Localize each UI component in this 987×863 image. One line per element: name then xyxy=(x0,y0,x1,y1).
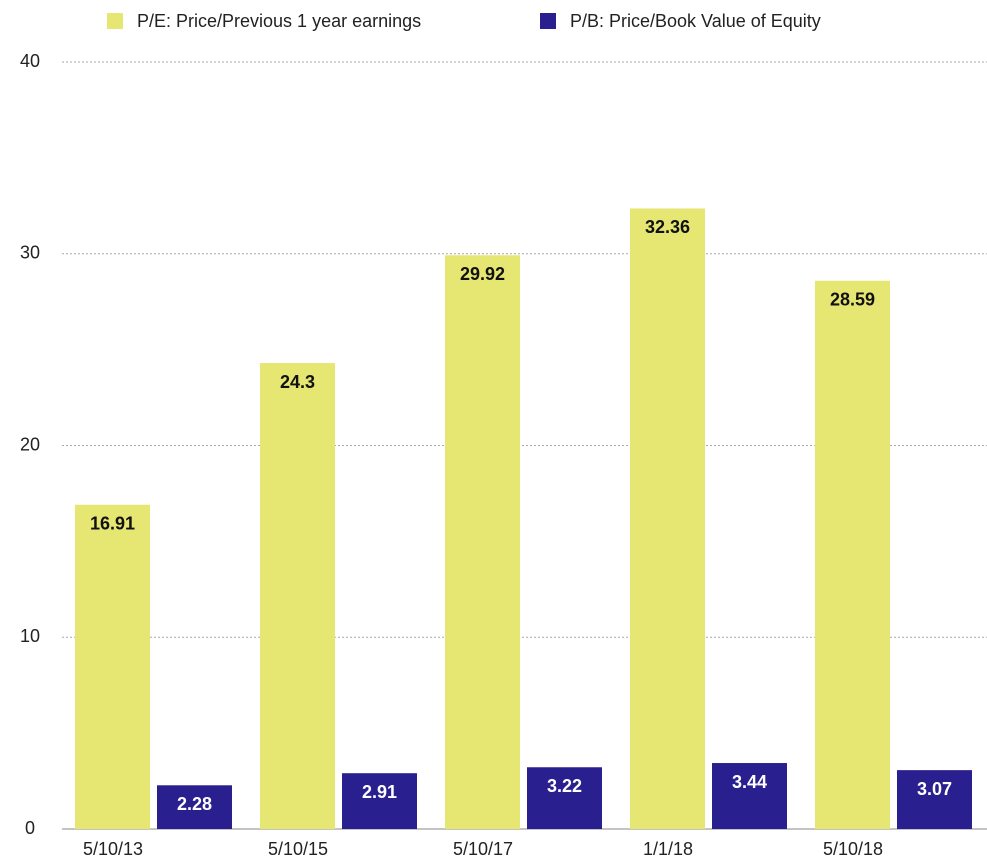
legend-label: P/B: Price/Book Value of Equity xyxy=(570,11,821,31)
value-label: 29.92 xyxy=(460,264,505,284)
bar xyxy=(342,773,417,829)
value-label: 24.3 xyxy=(280,372,315,392)
bar xyxy=(815,280,890,829)
value-label: 3.44 xyxy=(732,772,767,792)
x-tick-label: 5/10/18 xyxy=(823,839,883,859)
bar xyxy=(712,763,787,829)
bar xyxy=(897,770,972,829)
value-label: 3.07 xyxy=(917,779,952,799)
bar xyxy=(527,767,602,829)
legend-swatch xyxy=(107,13,123,29)
bar xyxy=(157,785,232,829)
value-label: 2.28 xyxy=(177,794,212,814)
value-label: 32.36 xyxy=(645,217,690,237)
value-label: 3.22 xyxy=(547,776,582,796)
value-label: 28.59 xyxy=(830,290,875,310)
x-tick-label: 1/1/18 xyxy=(643,839,693,859)
bar xyxy=(260,363,335,829)
value-label: 2.91 xyxy=(362,782,397,802)
legend-swatch xyxy=(540,13,556,29)
y-tick-label: 30 xyxy=(20,243,40,263)
value-label: 16.91 xyxy=(90,514,135,534)
legend-label: P/E: Price/Previous 1 year earnings xyxy=(137,11,421,31)
bar xyxy=(630,208,705,829)
x-tick-label: 5/10/15 xyxy=(268,839,328,859)
y-tick-label: 10 xyxy=(20,626,40,646)
y-tick-label: 20 xyxy=(20,434,40,454)
bar xyxy=(75,504,150,829)
x-tick-label: 5/10/17 xyxy=(453,839,513,859)
y-tick-label: 40 xyxy=(20,51,40,71)
bar xyxy=(445,255,520,829)
x-tick-label: 5/10/13 xyxy=(83,839,143,859)
y-tick-label: 0 xyxy=(25,818,35,838)
